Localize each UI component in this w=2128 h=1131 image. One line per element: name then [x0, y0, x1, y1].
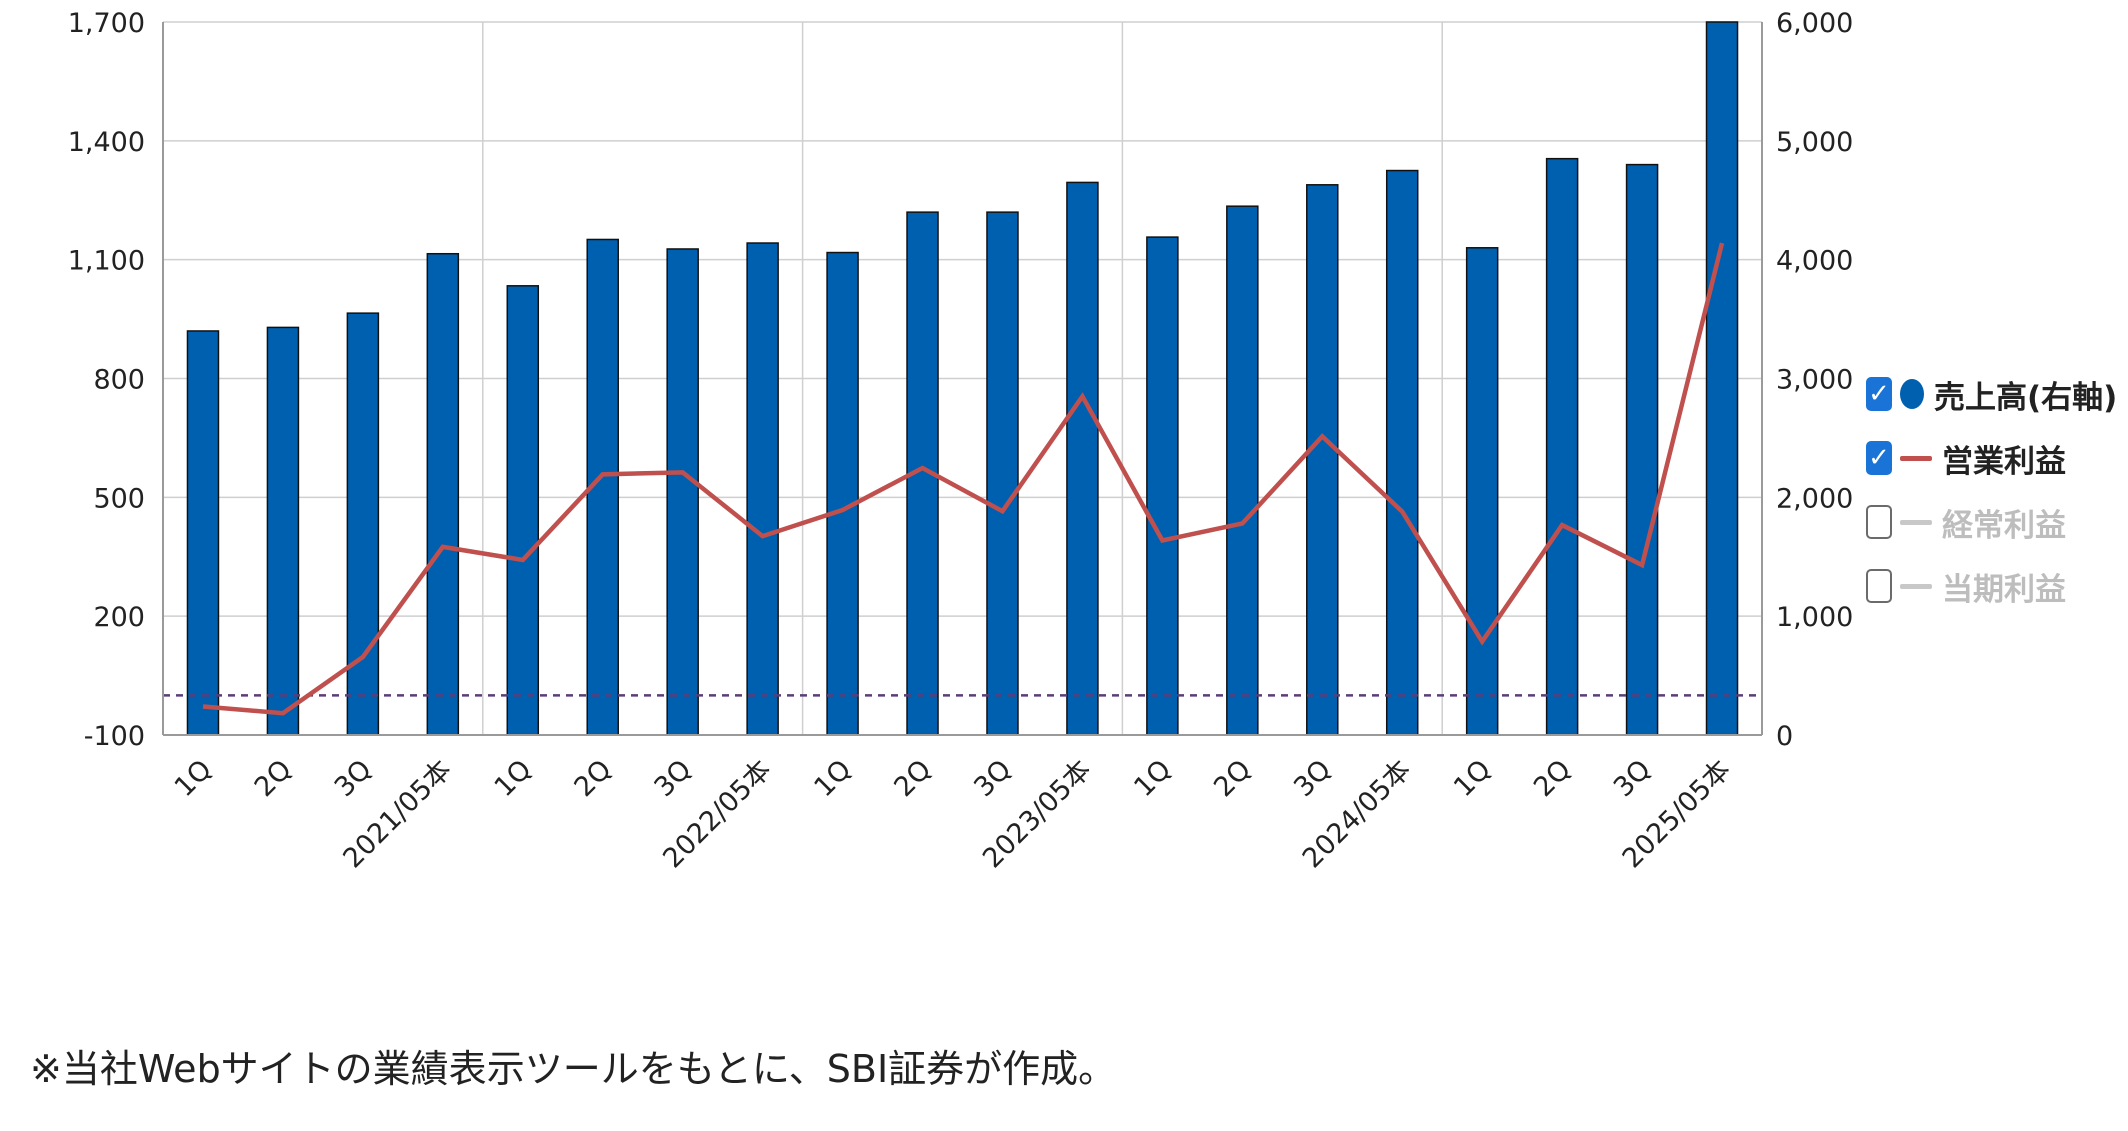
- category-label: 2Q: [888, 754, 937, 803]
- legend-item-sales[interactable]: ✓ 売上高(右軸): [1866, 362, 2117, 426]
- bar: [1465, 247, 1499, 736]
- left-tick-label: 1,100: [68, 246, 145, 277]
- category-label: 2Q: [1528, 754, 1577, 803]
- category-label: 3Q: [968, 754, 1017, 803]
- bar: [346, 312, 380, 736]
- left-tick-label: 200: [93, 602, 145, 633]
- right-tick-label: 1,000: [1776, 602, 1853, 633]
- category-label: 2Q: [1208, 754, 1257, 803]
- legend-label-operating-profit: 営業利益: [1942, 443, 2066, 480]
- legend-checkbox-sales[interactable]: ✓: [1866, 377, 1892, 411]
- category-label: 3Q: [1288, 754, 1337, 803]
- left-tick-label: 1,700: [68, 8, 145, 39]
- bar: [186, 330, 220, 736]
- legend-checkbox-ordinary-profit[interactable]: [1866, 505, 1892, 539]
- right-tick-label: 3,000: [1776, 365, 1853, 396]
- line-series: [202, 242, 1725, 716]
- legend-checkbox-net-profit[interactable]: [1866, 569, 1892, 603]
- right-tick-label: 6,000: [1776, 8, 1853, 39]
- left-tick-label: -100: [84, 721, 145, 752]
- category-label: 2Q: [569, 754, 618, 803]
- left-tick-label: 500: [93, 483, 145, 514]
- check-icon: ✓: [1868, 379, 1890, 409]
- category-label: 1Q: [808, 754, 857, 803]
- left-axis-ticks: 1,700 1,400 1,100 800 500 200 -100: [68, 8, 145, 752]
- line-marker-icon: [1900, 583, 1932, 589]
- bar: [826, 251, 859, 736]
- line-marker-icon: [1900, 519, 1932, 525]
- legend-label-sales: 売上高(右軸): [1934, 379, 2118, 416]
- bar: [1306, 184, 1339, 736]
- category-label: 1Q: [169, 754, 218, 803]
- grid-lines: [163, 21, 1762, 735]
- axes: [162, 22, 1763, 736]
- right-tick-label: 4,000: [1776, 246, 1853, 277]
- category-label: 1Q: [1128, 754, 1177, 803]
- left-tick-label: 800: [93, 365, 145, 396]
- legend: ✓ 売上高(右軸) ✓ 営業利益 経常利益 当期利益: [1866, 362, 2117, 618]
- category-label: 3Q: [649, 754, 698, 803]
- bar: [1146, 236, 1179, 736]
- legend-label-net-profit: 当期利益: [1942, 571, 2066, 608]
- category-label: 3Q: [329, 754, 378, 803]
- bar: [1385, 169, 1419, 736]
- bar: [426, 252, 460, 736]
- right-tick-label: 5,000: [1776, 127, 1853, 158]
- line-marker-icon: [1900, 455, 1932, 461]
- footnote: ※当社Webサイトの業績表示ツールをもとに、SBI証券が作成。: [30, 1047, 1117, 1091]
- legend-item-ordinary-profit[interactable]: 経常利益: [1866, 490, 2117, 554]
- bar: [986, 211, 1019, 736]
- bar: [506, 285, 540, 736]
- bar: [1625, 163, 1659, 736]
- bar: [746, 242, 779, 736]
- series-line: [202, 242, 1725, 716]
- legend-label-ordinary-profit: 経常利益: [1942, 507, 2066, 544]
- dot-marker-icon: [1900, 379, 1924, 409]
- check-icon: ✓: [1868, 443, 1890, 473]
- left-tick-label: 1,400: [68, 127, 145, 158]
- bar: [1226, 205, 1259, 736]
- category-label: 1Q: [1448, 754, 1497, 803]
- right-tick-label: 0: [1776, 721, 1793, 752]
- bar: [1066, 181, 1099, 736]
- bar: [1545, 157, 1579, 736]
- category-label: 1Q: [489, 754, 538, 803]
- right-tick-label: 2,000: [1776, 483, 1853, 514]
- legend-item-operating-profit[interactable]: ✓ 営業利益: [1866, 426, 2117, 490]
- category-label: 3Q: [1608, 754, 1657, 803]
- legend-checkbox-operating-profit[interactable]: ✓: [1866, 441, 1892, 475]
- chart: 1,700 1,400 1,100 800 500 200 -100 6,000 5,000 4…: [68, 8, 1854, 874]
- bar: [1705, 21, 1739, 736]
- right-axis-ticks: 6,000 5,000 4,000 3,000 2,000 1,000 0: [1776, 8, 1853, 752]
- bar: [666, 248, 699, 736]
- bar: [266, 326, 300, 736]
- category-label: 2Q: [249, 754, 298, 803]
- legend-item-net-profit[interactable]: 当期利益: [1866, 554, 2117, 618]
